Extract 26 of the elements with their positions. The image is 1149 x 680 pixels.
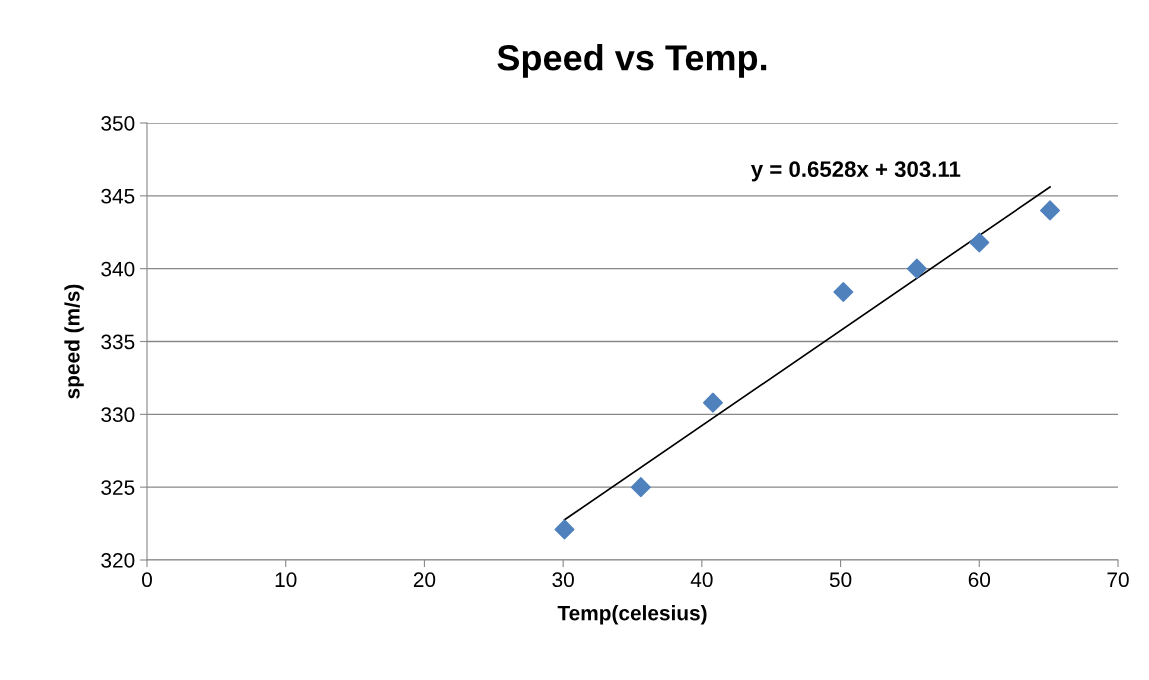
annotation: y = 0.6528x + 303.11	[750, 161, 961, 182]
point	[554, 519, 575, 540]
y-tick-label: 345	[101, 188, 135, 204]
point	[833, 281, 854, 302]
point	[1040, 200, 1061, 221]
x-tick-label: 30	[552, 572, 574, 588]
y-tick-label: 325	[101, 480, 135, 495]
y-tick-label: 350	[101, 116, 135, 131]
point	[969, 232, 990, 253]
y-tick-label: 330	[101, 407, 135, 423]
y-axis-title: speed (m/s)	[64, 284, 84, 399]
x-axis-title: Temp(celesius)	[557, 605, 707, 625]
y-tick-label: 335	[101, 334, 135, 350]
x-tick-label: 40	[690, 572, 713, 588]
x-tick-label: 20	[413, 572, 436, 588]
x-tick-label: 0	[142, 572, 152, 588]
x-tick-label: 70	[1107, 572, 1129, 588]
y-tick-label: 320	[101, 553, 135, 568]
x-tick-label: 60	[968, 572, 991, 588]
x-tick-label: 10	[275, 572, 297, 588]
point	[630, 477, 651, 498]
chart-title: Speed vs Temp.	[497, 44, 767, 78]
x-tick-label: 50	[829, 572, 852, 588]
y-tick-label: 340	[101, 261, 135, 277]
point	[906, 258, 927, 279]
point	[702, 392, 723, 413]
